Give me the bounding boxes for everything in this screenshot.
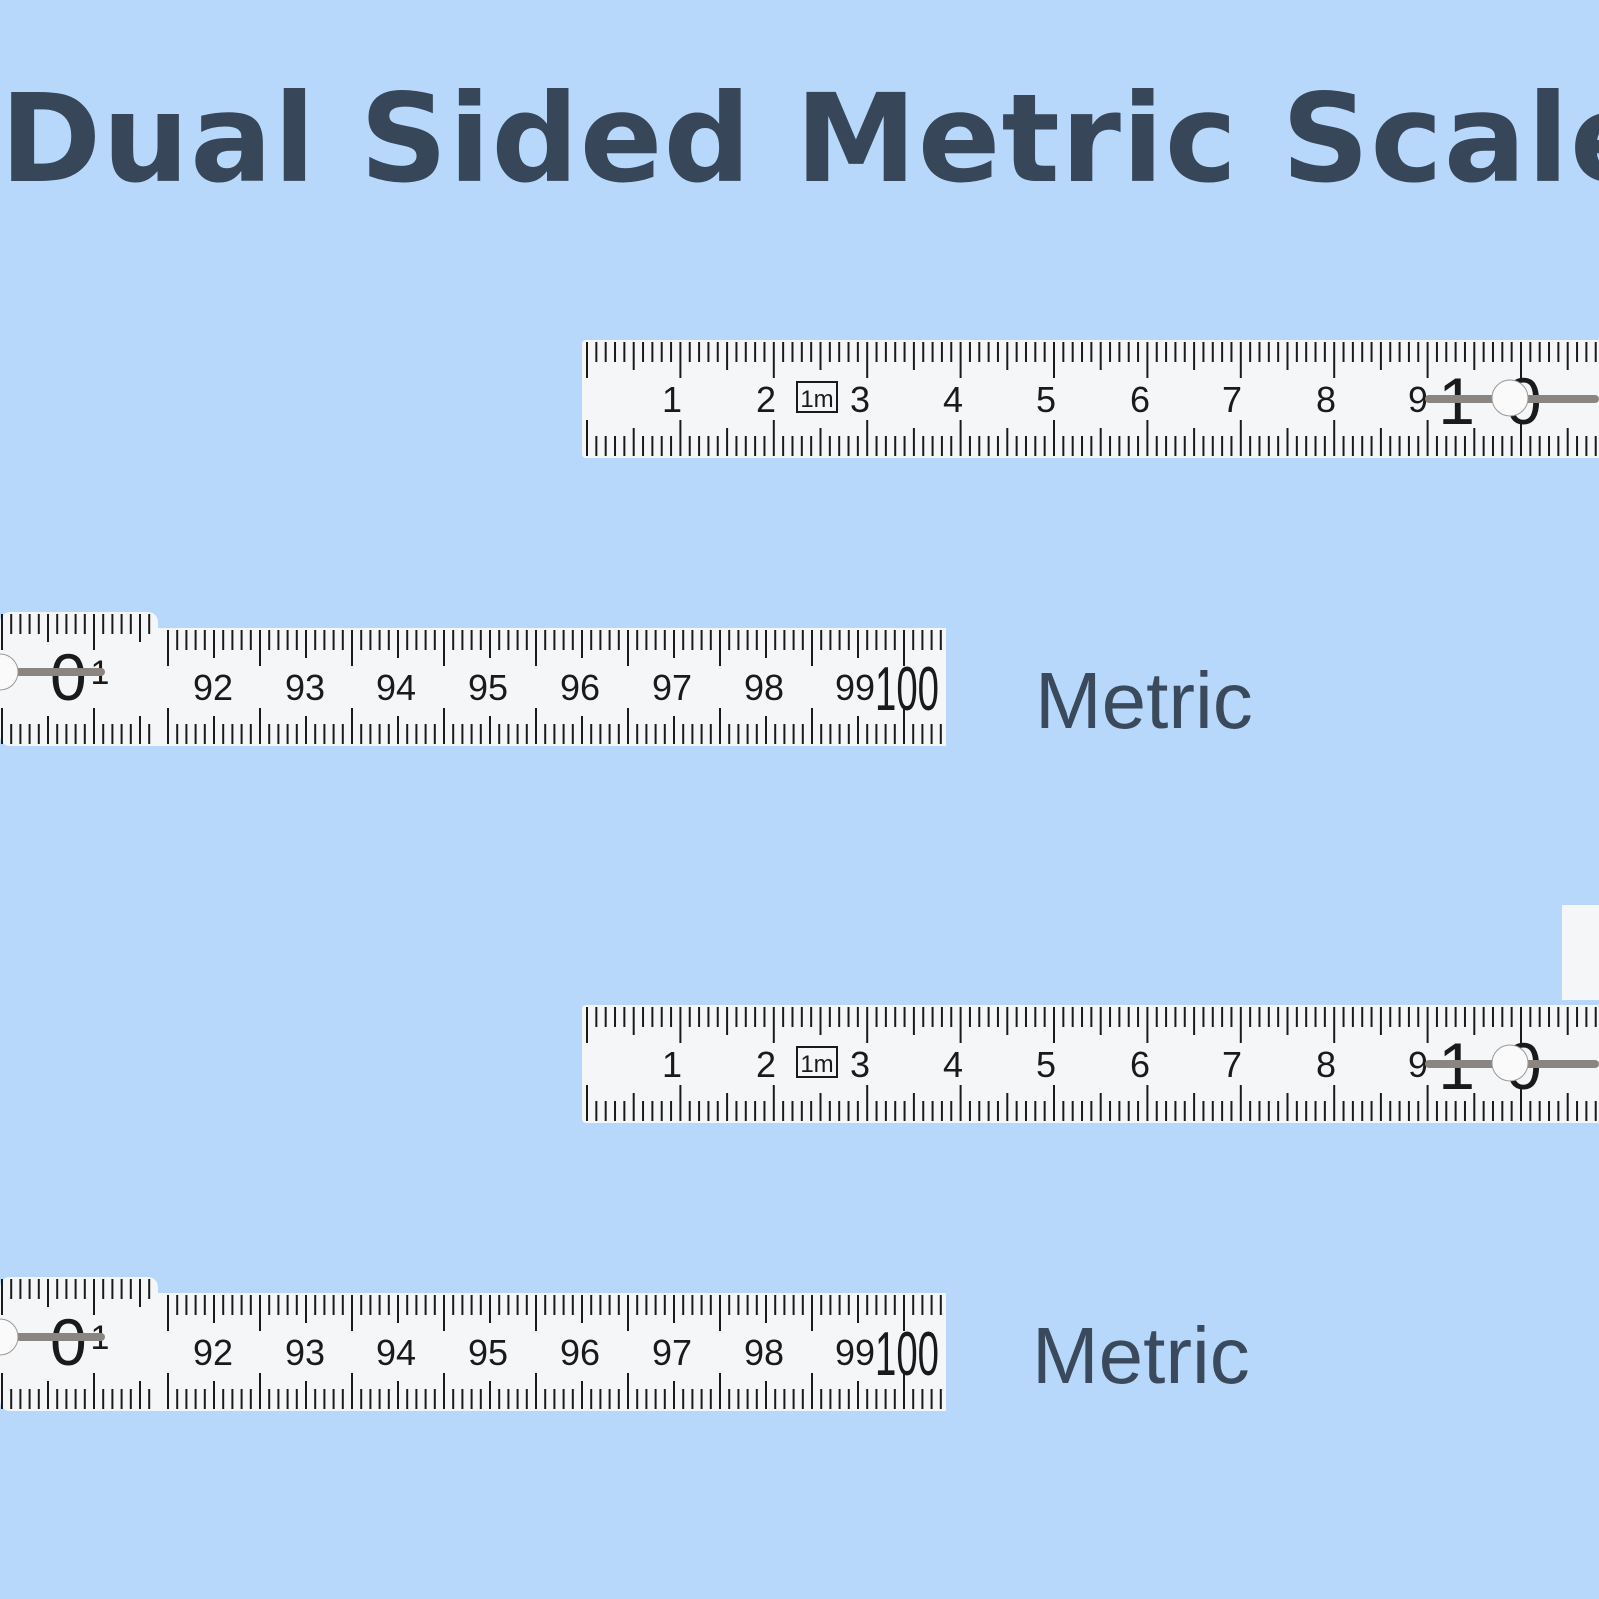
ruler-number: 2 [756,379,776,420]
hinge-rivet [1491,379,1529,417]
ruler-body [150,1293,946,1411]
badge-box [796,381,838,413]
ruler-number: 93 [285,1332,325,1373]
ruler-number: 5 [1036,379,1056,420]
ruler-number: 99 [835,1332,875,1373]
ruler-number: 96 [560,1332,600,1373]
ruler-joint [0,1277,158,1411]
ruler-body [150,628,946,746]
hinge-pin [15,668,105,676]
ruler-number: 98 [744,667,784,708]
ruler-joint [0,612,158,746]
ruler-body [582,1005,1599,1123]
ruler-number: 6 [1130,379,1150,420]
ruler-number-large: 0 [50,1305,87,1379]
ruler-number: 93 [285,667,325,708]
badge-box [796,1046,838,1078]
ruler-number: 8 [1316,379,1336,420]
ruler-number: 95 [468,667,508,708]
ruler-start-section: 1234567891m10 [582,340,1599,458]
ruler-fold-edge [1562,905,1599,1000]
ruler-number: 5 [1036,1044,1056,1085]
ruler-end-section: 019293949596979899100 [0,1277,946,1411]
ruler-number: 9 [1408,1044,1428,1085]
hinge-rivet [0,653,19,691]
ruler-body [582,340,1599,458]
length-badge: 1m [800,386,833,413]
ruler-number: 94 [376,667,416,708]
ruler-number: 8 [1316,1044,1336,1085]
ruler-number: 97 [652,667,692,708]
page-title: Dual Sided Metric Scale [0,68,1599,210]
ruler-number-large: 100 [875,655,939,724]
metric-label-1: Metric [1035,656,1253,745]
ruler-start-section: 1234567891m10 [582,1005,1599,1123]
hinge-rivet [0,1318,19,1356]
ruler-number: 92 [193,1332,233,1373]
ruler-number: 7 [1222,1044,1242,1085]
ruler-number: 1 [662,379,682,420]
ruler-number: 7 [1222,379,1242,420]
ruler-number: 94 [376,1332,416,1373]
ruler-number: 97 [652,1332,692,1373]
hinge-rivet [1491,1044,1529,1082]
ruler-number-large: 100 [875,1320,939,1389]
ruler-number: 4 [943,379,963,420]
ruler-number: 98 [744,1332,784,1373]
ruler-number: 4 [943,1044,963,1085]
metric-label-2: Metric [1032,1311,1250,1400]
ruler-number: 3 [850,1044,870,1085]
ruler-number: 2 [756,1044,776,1085]
length-badge: 1m [800,1051,833,1078]
ruler-number: 6 [1130,1044,1150,1085]
ruler-number: 95 [468,1332,508,1373]
ruler-end-section: 019293949596979899100 [0,612,946,746]
hinge-pin [15,1333,105,1341]
ruler-number-large: 0 [50,640,87,714]
ruler-number: 1 [662,1044,682,1085]
ruler-number: 3 [850,379,870,420]
ruler-number: 99 [835,667,875,708]
ruler-number: 9 [1408,379,1428,420]
ruler-number: 96 [560,667,600,708]
ruler-number: 92 [193,667,233,708]
